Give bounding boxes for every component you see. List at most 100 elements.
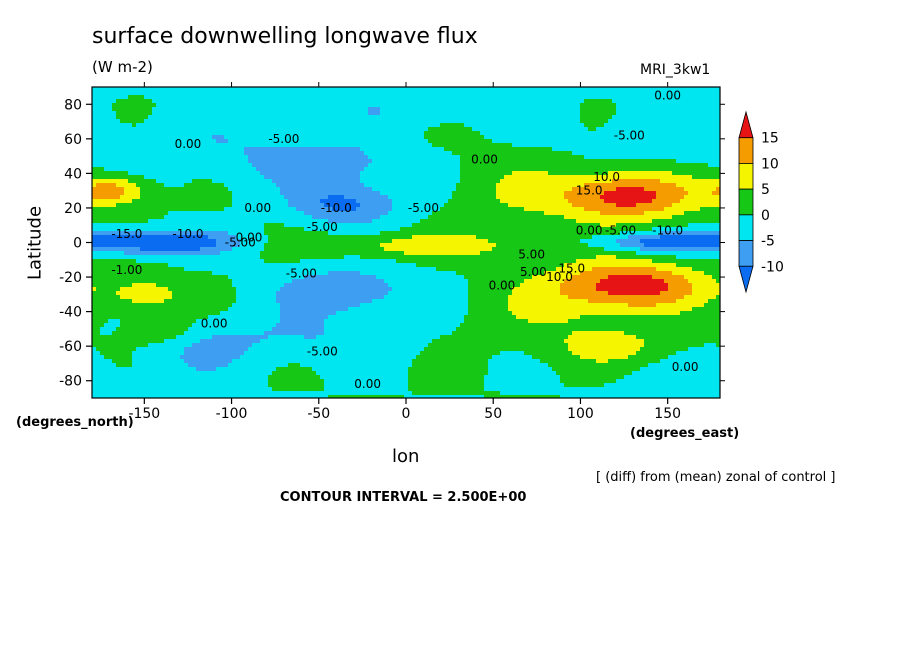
field-cell	[648, 183, 652, 187]
field-cell	[140, 163, 144, 167]
field-cell	[588, 207, 592, 211]
field-cell	[100, 195, 104, 199]
field-cell	[188, 147, 192, 151]
field-cell	[336, 95, 340, 99]
field-cell	[576, 87, 580, 91]
field-cell	[196, 131, 200, 135]
field-cell	[260, 123, 264, 127]
field-cell	[632, 151, 636, 155]
field-cell	[152, 131, 156, 135]
field-cell	[360, 143, 364, 147]
field-cell	[308, 203, 312, 207]
field-cell	[220, 87, 224, 91]
field-cell	[352, 103, 356, 107]
field-cell	[564, 167, 568, 171]
field-cell	[388, 99, 392, 103]
field-cell	[108, 203, 112, 207]
field-cell	[292, 95, 296, 99]
field-cell	[508, 143, 512, 147]
field-cell	[580, 131, 584, 135]
field-cell	[432, 103, 436, 107]
field-cell	[616, 151, 620, 155]
field-cell	[532, 175, 536, 179]
field-cell	[492, 95, 496, 99]
field-cell	[176, 95, 180, 99]
field-cell	[692, 203, 696, 207]
field-cell	[596, 111, 600, 115]
field-cell	[456, 115, 460, 119]
field-cell	[580, 179, 584, 183]
field-cell	[452, 95, 456, 99]
field-cell	[312, 159, 316, 163]
field-cell	[604, 91, 608, 95]
field-cell	[464, 203, 468, 207]
field-cell	[704, 99, 708, 103]
field-cell	[124, 95, 128, 99]
field-cell	[312, 99, 316, 103]
field-cell	[628, 171, 632, 175]
field-cell	[232, 163, 236, 167]
field-cell	[260, 151, 264, 155]
field-cell	[548, 159, 552, 163]
field-cell	[348, 199, 352, 203]
field-cell	[208, 127, 212, 131]
field-cell	[192, 127, 196, 131]
field-cell	[364, 143, 368, 147]
field-cell	[488, 119, 492, 123]
field-cell	[532, 167, 536, 171]
field-cell	[464, 139, 468, 143]
field-cell	[496, 203, 500, 207]
field-cell	[432, 163, 436, 167]
field-cell	[144, 119, 148, 123]
field-cell	[344, 139, 348, 143]
field-cell	[688, 187, 692, 191]
field-cell	[148, 175, 152, 179]
field-cell	[572, 115, 576, 119]
field-cell	[360, 87, 364, 91]
field-cell	[248, 95, 252, 99]
field-cell	[608, 143, 612, 147]
field-cell	[668, 191, 672, 195]
field-cell	[584, 167, 588, 171]
field-cell	[500, 151, 504, 155]
field-cell	[428, 171, 432, 175]
field-cell	[308, 103, 312, 107]
field-cell	[156, 179, 160, 183]
field-cell	[504, 191, 508, 195]
field-cell	[208, 107, 212, 111]
field-cell	[328, 183, 332, 187]
field-cell	[476, 91, 480, 95]
field-cell	[572, 119, 576, 123]
field-cell	[336, 183, 340, 187]
field-cell	[244, 171, 248, 175]
field-cell	[524, 187, 528, 191]
field-cell	[520, 143, 524, 147]
field-cell	[556, 127, 560, 131]
field-cell	[700, 199, 704, 203]
field-cell	[564, 143, 568, 147]
field-cell	[500, 167, 504, 171]
field-cell	[180, 115, 184, 119]
field-cell	[476, 119, 480, 123]
field-cell	[244, 195, 248, 199]
field-cell	[632, 163, 636, 167]
field-cell	[364, 111, 368, 115]
field-cell	[608, 203, 612, 207]
field-cell	[452, 115, 456, 119]
field-cell	[712, 191, 716, 195]
field-cell	[264, 143, 268, 147]
field-cell	[628, 183, 632, 187]
field-cell	[108, 191, 112, 195]
field-cell	[460, 155, 464, 159]
field-cell	[472, 199, 476, 203]
field-cell	[552, 195, 556, 199]
field-cell	[612, 179, 616, 183]
field-cell	[172, 203, 176, 207]
field-cell	[304, 135, 308, 139]
field-cell	[268, 147, 272, 151]
field-cell	[232, 207, 236, 211]
field-cell	[696, 115, 700, 119]
field-cell	[224, 111, 228, 115]
field-cell	[300, 187, 304, 191]
field-cell	[712, 91, 716, 95]
